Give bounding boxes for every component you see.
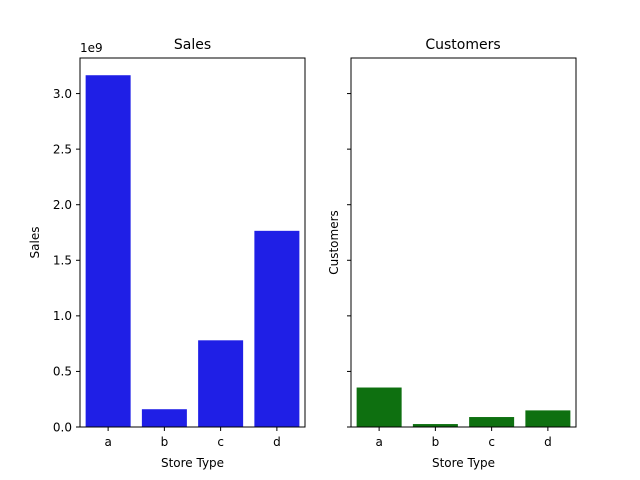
sales-bar-a <box>85 75 131 427</box>
sales-plot-frame <box>79 57 306 428</box>
customers-y-axis-label: Customers <box>327 210 341 275</box>
sales-x-tick-label: a <box>104 435 111 449</box>
customers-bars <box>356 387 571 427</box>
sales-y-tick-label: 3.0 <box>53 87 72 101</box>
customers-x-axis-label: Store Type <box>432 456 495 470</box>
sales-y-tick-label: 1.0 <box>53 309 72 323</box>
customers-chart: Customers a b c d Store Type Customers <box>327 37 577 470</box>
customers-bar-a <box>356 387 402 427</box>
customers-x-tick-label: d <box>544 435 552 449</box>
sales-y-tick-label: 2.5 <box>53 142 72 156</box>
customers-bar-d <box>525 410 571 427</box>
customers-x-tick-label: a <box>375 435 382 449</box>
sales-x-tick-label: c <box>217 435 224 449</box>
customers-chart-title: Customers <box>425 37 500 53</box>
sales-y-axis-ticks: 0.0 0.5 1.0 1.5 2.0 2.5 3.0 <box>53 87 80 434</box>
sales-x-axis-ticks: a b c d <box>104 427 281 449</box>
sales-y-tick-label: 0.5 <box>53 365 72 379</box>
customers-x-axis-ticks: a b c d <box>375 427 552 449</box>
sales-y-offset-label: 1e9 <box>80 41 103 55</box>
sales-x-tick-label: b <box>161 435 169 449</box>
sales-chart-title: Sales <box>174 37 211 53</box>
customers-bar-c <box>469 417 515 427</box>
sales-y-tick-label: 1.5 <box>53 254 72 268</box>
sales-bar-c <box>198 340 244 427</box>
sales-bar-b <box>141 409 187 427</box>
customers-plot-frame <box>350 57 577 428</box>
sales-bars <box>85 75 300 427</box>
sales-chart: Sales 1e9 0.0 0.5 1.0 1.5 2.0 2.5 3.0 a b c d Sto… <box>28 37 306 470</box>
sales-x-axis-label: Store Type <box>161 456 224 470</box>
sales-bar-d <box>254 230 300 427</box>
customers-bar-b <box>412 424 458 427</box>
sales-y-tick-label: 2.0 <box>53 198 72 212</box>
sales-y-tick-label: 0.0 <box>53 420 72 434</box>
customers-y-axis-ticks <box>347 93 351 428</box>
sales-x-tick-label: d <box>273 435 281 449</box>
customers-x-tick-label: b <box>432 435 440 449</box>
customers-x-tick-label: c <box>488 435 495 449</box>
sales-y-axis-label: Sales <box>28 227 42 259</box>
